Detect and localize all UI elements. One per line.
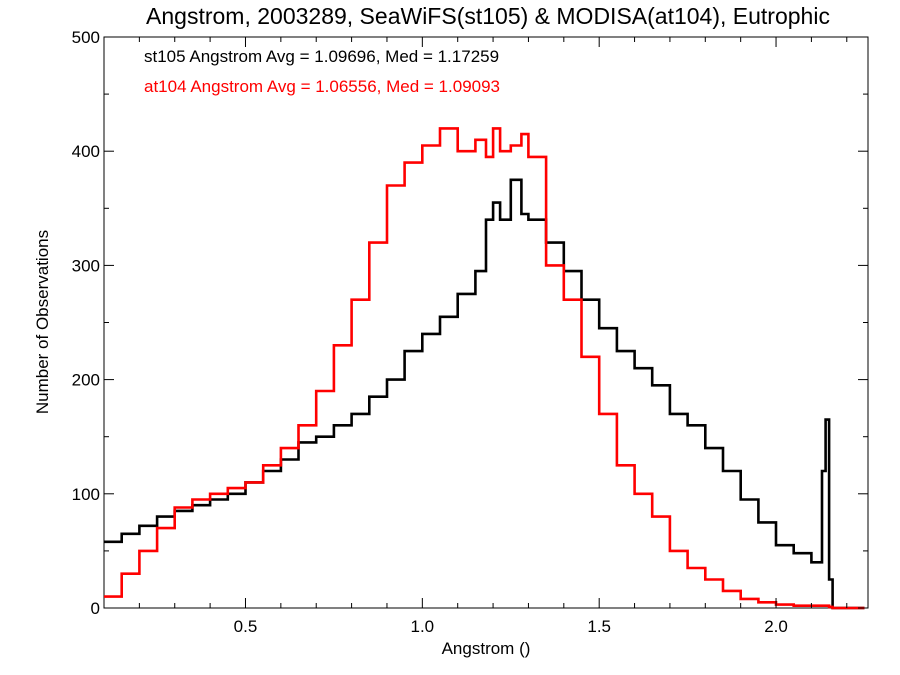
x-axis-label: Angstrom () bbox=[442, 639, 531, 658]
x-axis-ticks: 0.5 1.0 1.5 2.0 bbox=[103, 37, 848, 636]
plot-area: 0.5 1.0 1.5 2.0 0 100 200 300 400 500 bbox=[72, 28, 869, 636]
y-tick-label: 500 bbox=[72, 28, 100, 47]
chart-title: Angstrom, 2003289, SeaWiFS(st105) & MODI… bbox=[146, 3, 830, 29]
y-tick-label: 0 bbox=[91, 599, 100, 618]
y-tick-label: 200 bbox=[72, 371, 100, 390]
x-tick-label: 0.5 bbox=[234, 617, 258, 636]
y-axis-ticks: 0 100 200 300 400 500 bbox=[72, 28, 868, 618]
series-layer bbox=[104, 127, 865, 610]
legend-st105: st105 Angstrom Avg = 1.09696, Med = 1.17… bbox=[144, 47, 499, 66]
series-line-1 bbox=[104, 127, 865, 610]
x-tick-label: 2.0 bbox=[764, 617, 788, 636]
plot-frame bbox=[103, 36, 869, 609]
legend-at104: at104 Angstrom Avg = 1.06556, Med = 1.09… bbox=[144, 77, 500, 96]
x-tick-label: 1.0 bbox=[411, 617, 435, 636]
y-tick-label: 100 bbox=[72, 485, 100, 504]
y-axis-label: Number of Observations bbox=[33, 230, 52, 414]
y-tick-label: 400 bbox=[72, 142, 100, 161]
series-line-0 bbox=[104, 178, 865, 610]
x-tick-label: 1.5 bbox=[587, 617, 611, 636]
y-tick-label: 300 bbox=[72, 256, 100, 275]
